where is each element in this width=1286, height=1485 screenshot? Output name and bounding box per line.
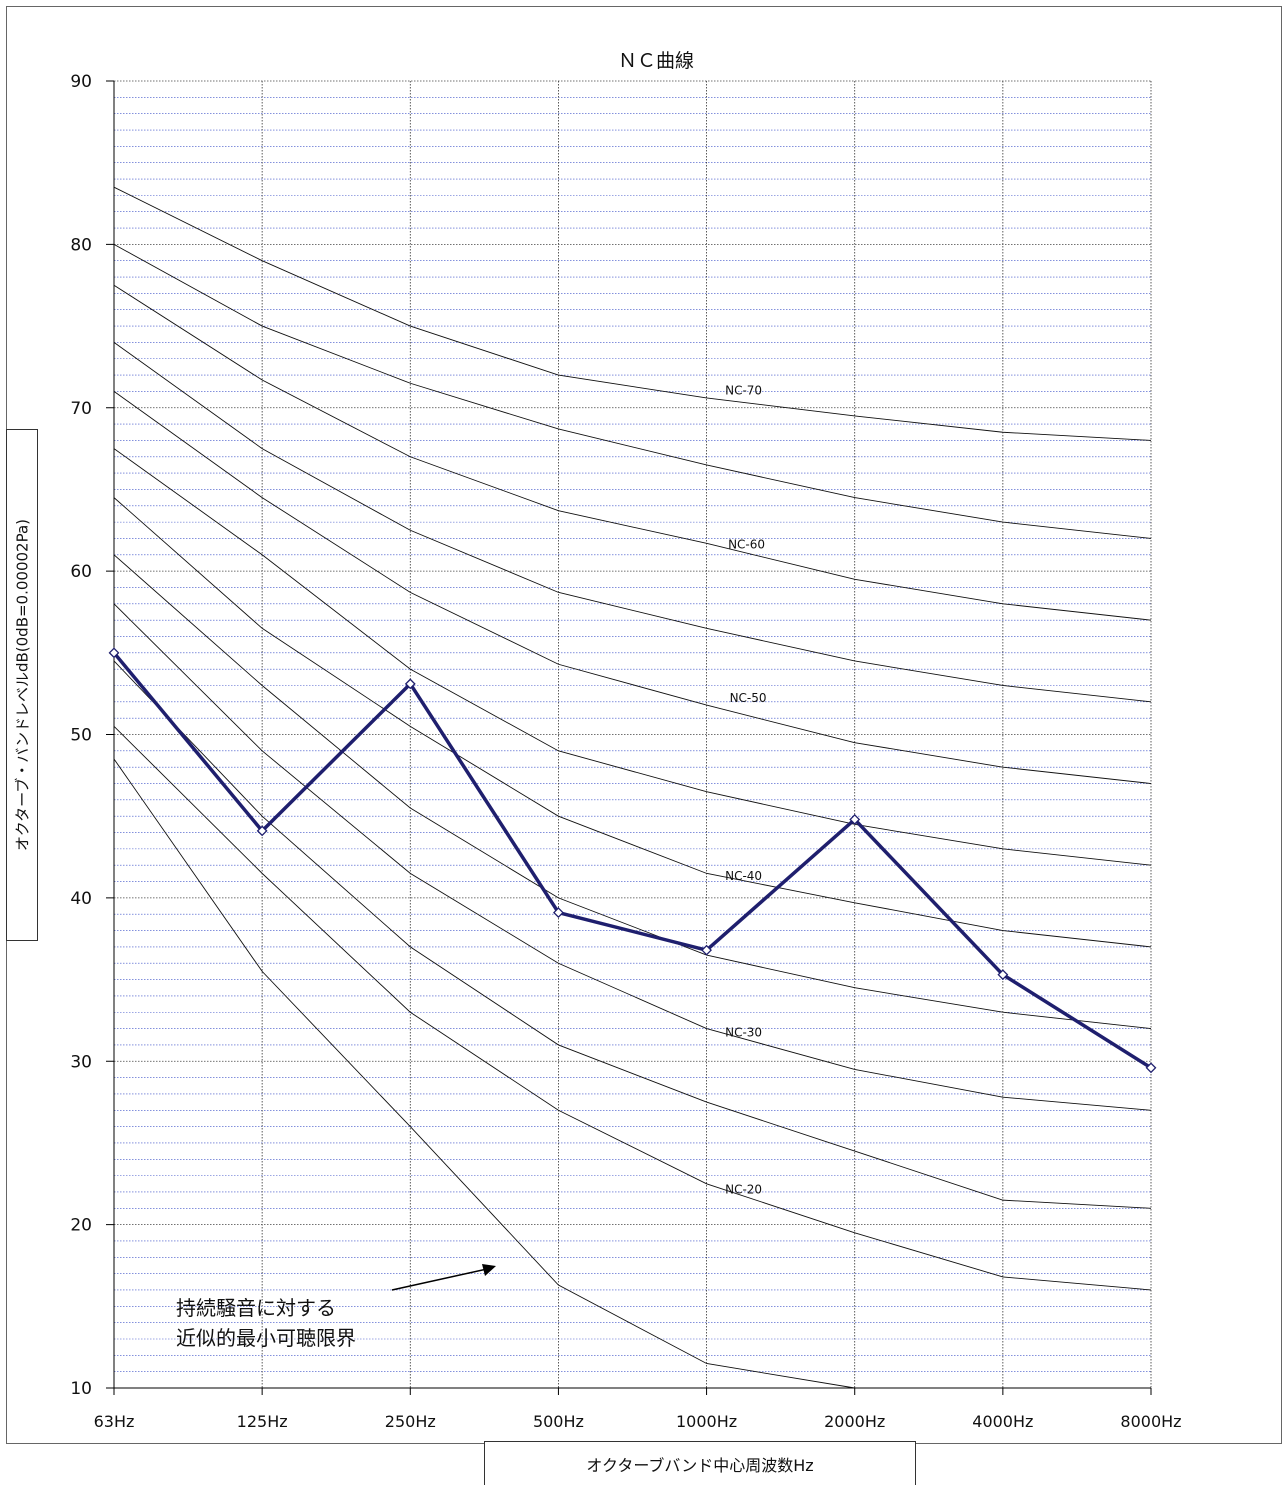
- chart-title: ＮＣ曲線: [618, 50, 694, 72]
- data-point-500hz: [553, 907, 564, 918]
- grid: [106, 80, 1152, 1395]
- curve-nc-45: [113, 448, 1152, 866]
- curve-label-nc-20: NC-20: [725, 1183, 762, 1197]
- curve-nc-50: [113, 391, 1152, 784]
- curve-nc-55: [113, 342, 1152, 703]
- data-point-125hz: [256, 825, 268, 837]
- x-tick-label-500hz: 500Hz: [533, 1412, 584, 1431]
- annotation-arrow: [391, 1264, 496, 1291]
- y-tick-label-20: 20: [70, 1216, 92, 1236]
- x-axis-label: オクターブバンド中心周波数Hz: [586, 1455, 814, 1475]
- y-tick-label-90: 90: [70, 72, 92, 92]
- curve-nc-70: [113, 186, 1152, 441]
- x-tick-label-4000hz: 4000Hz: [972, 1412, 1033, 1431]
- measured-series: [108, 647, 1157, 1074]
- x-tick-label-8000hz: 8000Hz: [1120, 1412, 1181, 1431]
- y-tick-label-50: 50: [70, 726, 92, 746]
- curve-labels: NC-70 NC-60 NC-50 NC-40 NC-30 NC-20: [725, 384, 766, 1197]
- threshold-annotation-line2: 近似的最小可聴限界: [176, 1326, 356, 1350]
- y-tick-label-30: 30: [70, 1052, 92, 1072]
- y-axis-label: オクターブ・バンドレベルdB(0dB=0.00002Pa): [13, 519, 32, 851]
- x-axis-label-box: オクターブバンド中心周波数Hz: [484, 1441, 916, 1485]
- curve-nc-40: [113, 497, 1152, 948]
- chart-frame: 10 20 30 40 50 60 70 80 90 63Hz 125Hz 250Hz 500Hz 100…: [6, 6, 1282, 1444]
- x-tick-label-1000hz: 1000Hz: [676, 1412, 737, 1431]
- curve-nc-60: [113, 284, 1152, 621]
- y-tick-label-40: 40: [70, 889, 92, 909]
- y-tick-label-70: 70: [70, 399, 92, 419]
- x-tick-label-125hz: 125Hz: [237, 1412, 288, 1431]
- data-point-63hz: [108, 647, 120, 659]
- data-point-8000hz: [1145, 1062, 1157, 1074]
- curve-label-nc-70: NC-70: [725, 384, 762, 398]
- curve-label-nc-30: NC-30: [725, 1026, 762, 1040]
- curve-label-nc-60: NC-60: [728, 537, 765, 551]
- curve-nc-30: [113, 603, 1152, 1111]
- curve-nc-35: [113, 554, 1152, 1030]
- y-tick-label-60: 60: [70, 562, 92, 582]
- curve-threshold: [113, 758, 855, 1389]
- y-tick-label-10: 10: [70, 1379, 92, 1399]
- x-tick-label-63hz: 63Hz: [94, 1412, 135, 1431]
- curve-nc-20: [113, 726, 1152, 1291]
- x-tick-label-250hz: 250Hz: [385, 1412, 436, 1431]
- threshold-annotation: 持続騒音に対する 近似的最小可聴限界: [176, 1293, 356, 1353]
- y-tick-label-80: 80: [70, 235, 92, 255]
- nc-curves: [113, 186, 1152, 1389]
- curve-label-nc-40: NC-40: [725, 869, 762, 883]
- curve-nc-65: [113, 243, 1152, 539]
- axis-tick-labels: 10 20 30 40 50 60 70 80 90 63Hz 125Hz 250Hz 500Hz 100…: [70, 72, 1181, 1431]
- data-point-4000hz: [997, 969, 1009, 981]
- data-point-250hz: [404, 678, 416, 690]
- y-axis-label-box: オクターブ・バンドレベルdB(0dB=0.00002Pa): [6, 429, 38, 941]
- curve-label-nc-50: NC-50: [730, 691, 767, 705]
- data-point-2000hz: [849, 814, 861, 825]
- curve-nc-25: [113, 660, 1152, 1209]
- data-point-1000hz: [701, 944, 712, 956]
- threshold-annotation-line1: 持続騒音に対する: [176, 1296, 336, 1320]
- series-measured-line: [112, 651, 1152, 1070]
- nc-curve-chart: 10 20 30 40 50 60 70 80 90 63Hz 125Hz 250Hz 500Hz 100…: [70, 50, 1181, 1431]
- x-tick-label-2000hz: 2000Hz: [824, 1412, 885, 1431]
